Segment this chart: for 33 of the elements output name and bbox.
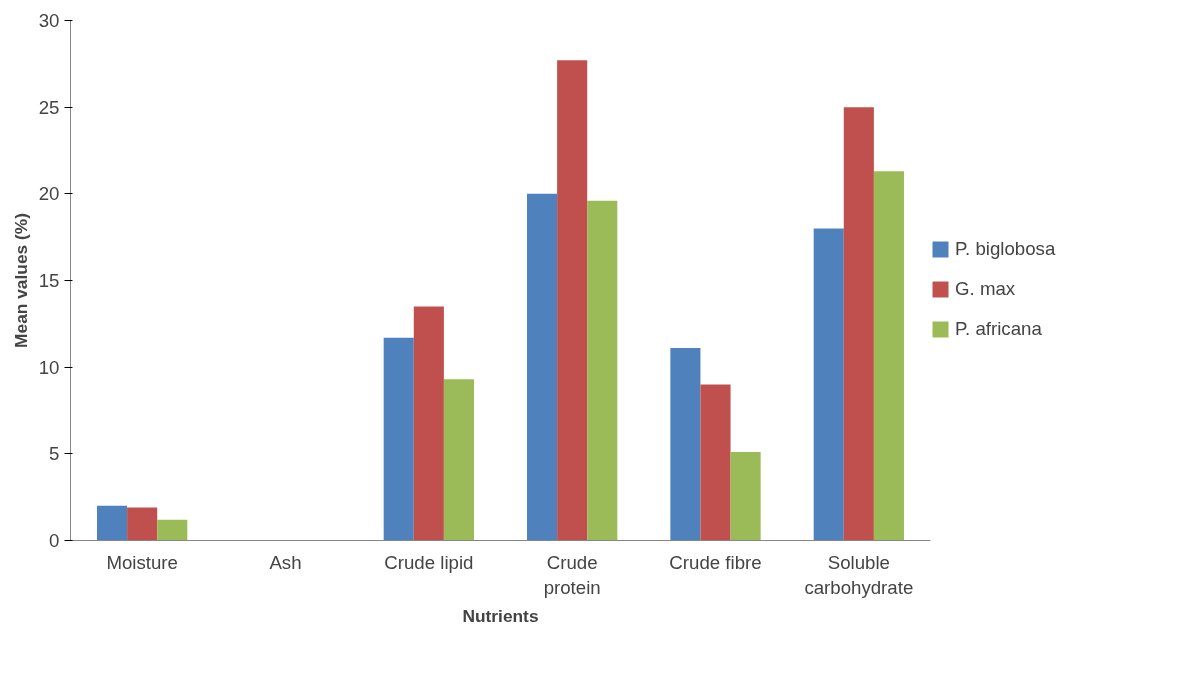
bar [413,306,444,541]
x-tick-label: Ash [269,551,302,573]
y-tick-label: 5 [49,443,60,465]
y-axis-title: Mean values (%) [10,213,31,348]
bar [557,60,588,541]
x-tick-label: Crude fibre [669,551,762,573]
bar [700,384,731,541]
bar [587,200,618,541]
x-tick-label: Crude protein [543,551,601,598]
bar [873,171,904,541]
bar [383,337,414,541]
y-tick-label: 0 [49,530,60,551]
x-tick-label: Soluble carbohydrate [804,551,914,598]
legend-label: P. africana [955,318,1042,340]
bar [730,452,761,541]
bar [127,507,158,541]
x-tick-label: Crude lipid [384,551,474,573]
y-tick-label: 15 [38,270,60,291]
bar [670,348,701,541]
y-tick-label: 20 [38,183,60,205]
bar [157,519,188,541]
bar [97,505,128,541]
y-tick-label: 25 [38,96,60,118]
bar [813,228,844,541]
y-tick-label: 30 [38,10,60,31]
bar [527,193,558,541]
legend-label: P. biglobosa [955,238,1056,260]
x-tick-label: Moisture [106,551,178,573]
bar [843,107,874,541]
legend-label: G. max [955,278,1016,300]
bar [443,379,474,541]
x-axis-title: Nutrients [462,605,539,626]
y-tick-label: 10 [38,356,60,378]
